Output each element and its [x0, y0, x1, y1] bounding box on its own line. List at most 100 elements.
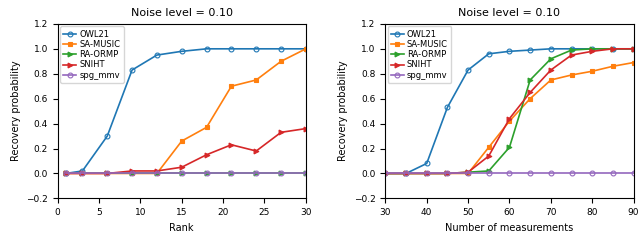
Line: SA-MUSIC: SA-MUSIC [383, 60, 636, 176]
SNIHT [128, 169, 136, 172]
spg_mmv [526, 172, 534, 175]
Line: SNIHT: SNIHT [383, 46, 636, 176]
SA-MUSIC [464, 172, 472, 175]
SNIHT [277, 131, 285, 134]
SNIHT [526, 91, 534, 94]
RA-ORMP [381, 172, 389, 175]
SA-MUSIC [153, 172, 161, 175]
RA-ORMP [228, 172, 236, 175]
spg_mmv [79, 172, 86, 175]
SNIHT [203, 153, 211, 156]
SNIHT [485, 155, 493, 158]
SA-MUSIC [62, 172, 70, 175]
SNIHT [302, 127, 310, 130]
SA-MUSIC [302, 47, 310, 50]
spg_mmv [252, 172, 260, 175]
OWL21 [568, 47, 575, 50]
RA-ORMP [402, 172, 410, 175]
OWL21 [547, 47, 555, 50]
spg_mmv [402, 172, 410, 175]
SA-MUSIC [588, 70, 596, 73]
SNIHT [79, 172, 86, 175]
Y-axis label: Recovery probability: Recovery probability [339, 61, 348, 162]
SNIHT [423, 172, 431, 175]
spg_mmv [506, 172, 513, 175]
Line: OWL21: OWL21 [63, 46, 308, 176]
RA-ORMP [588, 47, 596, 50]
SNIHT [178, 166, 186, 169]
SNIHT [506, 117, 513, 120]
spg_mmv [568, 172, 575, 175]
RA-ORMP [203, 172, 211, 175]
SA-MUSIC [381, 172, 389, 175]
X-axis label: Rank: Rank [170, 223, 194, 233]
Title: Noise level = 0.10: Noise level = 0.10 [458, 8, 561, 18]
Line: RA-ORMP: RA-ORMP [383, 46, 636, 176]
RA-ORMP [630, 47, 637, 50]
SNIHT [444, 172, 451, 175]
OWL21 [153, 54, 161, 56]
RA-ORMP [104, 172, 111, 175]
spg_mmv [62, 172, 70, 175]
OWL21 [178, 50, 186, 53]
spg_mmv [485, 172, 493, 175]
spg_mmv [588, 172, 596, 175]
SNIHT [609, 47, 617, 50]
spg_mmv [178, 172, 186, 175]
OWL21 [402, 172, 410, 175]
Line: RA-ORMP: RA-ORMP [63, 171, 308, 176]
spg_mmv [228, 172, 236, 175]
SA-MUSIC [526, 97, 534, 100]
spg_mmv [302, 172, 310, 175]
SNIHT [547, 69, 555, 71]
OWL21 [302, 47, 310, 50]
OWL21 [128, 69, 136, 71]
Line: spg_mmv: spg_mmv [63, 171, 308, 176]
RA-ORMP [302, 172, 310, 175]
RA-ORMP [485, 169, 493, 172]
RA-ORMP [423, 172, 431, 175]
SA-MUSIC [568, 74, 575, 76]
spg_mmv [464, 172, 472, 175]
OWL21 [609, 47, 617, 50]
SNIHT [588, 50, 596, 53]
X-axis label: Number of measurements: Number of measurements [445, 223, 573, 233]
Line: spg_mmv: spg_mmv [383, 171, 636, 176]
Line: OWL21: OWL21 [383, 46, 636, 176]
RA-ORMP [609, 47, 617, 50]
RA-ORMP [506, 146, 513, 149]
spg_mmv [153, 172, 161, 175]
RA-ORMP [62, 172, 70, 175]
SNIHT [153, 169, 161, 172]
OWL21 [104, 135, 111, 137]
spg_mmv [203, 172, 211, 175]
SA-MUSIC [630, 61, 637, 64]
OWL21 [506, 50, 513, 53]
RA-ORMP [547, 57, 555, 60]
SNIHT [228, 143, 236, 146]
SA-MUSIC [203, 126, 211, 129]
SA-MUSIC [423, 172, 431, 175]
OWL21 [588, 47, 596, 50]
SA-MUSIC [402, 172, 410, 175]
RA-ORMP [153, 172, 161, 175]
spg_mmv [547, 172, 555, 175]
RA-ORMP [526, 79, 534, 81]
SNIHT [252, 150, 260, 152]
SNIHT [104, 172, 111, 175]
OWL21 [277, 47, 285, 50]
spg_mmv [423, 172, 431, 175]
Y-axis label: Recovery probability: Recovery probability [11, 61, 20, 162]
RA-ORMP [277, 172, 285, 175]
RA-ORMP [252, 172, 260, 175]
RA-ORMP [128, 172, 136, 175]
SA-MUSIC [444, 172, 451, 175]
RA-ORMP [444, 172, 451, 175]
RA-ORMP [464, 171, 472, 174]
OWL21 [203, 47, 211, 50]
SA-MUSIC [506, 120, 513, 123]
SA-MUSIC [609, 65, 617, 68]
SNIHT [568, 54, 575, 56]
OWL21 [464, 69, 472, 71]
SA-MUSIC [178, 140, 186, 142]
